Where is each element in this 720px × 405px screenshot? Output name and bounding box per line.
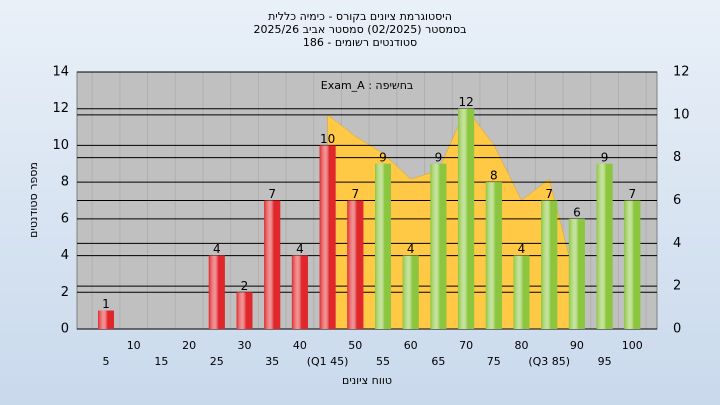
y-tick-label: 10	[52, 138, 69, 153]
chart-title: היסטוגרמת ציונים בקורס - כימיה כללית	[268, 10, 452, 23]
x-tick-label: 50	[348, 339, 362, 352]
data-label: 10	[320, 132, 335, 146]
y-tick-label: 0	[61, 322, 69, 337]
data-label: 4	[213, 242, 221, 256]
data-label: 7	[351, 187, 359, 201]
data-label: 7	[628, 187, 636, 201]
y2-tick-label: 0	[673, 322, 681, 337]
bar	[264, 200, 281, 329]
x-tick-label: 35	[265, 355, 279, 368]
bar	[319, 145, 336, 329]
chart-subtitle: סטודנטים רשומים - 186	[303, 36, 417, 49]
y2-tick-label: 4	[673, 236, 681, 251]
data-label: 4	[407, 242, 415, 256]
bar	[402, 255, 419, 329]
x-tick-label: 75	[487, 355, 501, 368]
bar	[375, 163, 391, 329]
x-tick-label: 70	[459, 339, 473, 352]
bar	[347, 200, 364, 329]
x-tick-label: 5	[103, 355, 110, 368]
x-tick-label: 65	[431, 355, 445, 368]
y-tick-label: 14	[52, 65, 69, 80]
data-label: 8	[490, 169, 498, 183]
bar	[98, 310, 114, 329]
x-tick-label: 60	[404, 339, 418, 352]
bar	[568, 218, 585, 329]
data-label: 7	[268, 187, 276, 201]
x-tick-label: 25	[210, 355, 224, 368]
data-label: 7	[545, 187, 553, 201]
data-label: 9	[435, 150, 443, 164]
y-axis-title: מספר סטודנטים	[27, 162, 40, 238]
data-label: 6	[573, 205, 581, 219]
x-tick-label: 30	[238, 339, 252, 352]
data-label: 9	[379, 150, 387, 164]
data-label: 2	[241, 279, 249, 293]
y-tick-label: 6	[61, 211, 69, 226]
x-tick-label: 15	[154, 355, 168, 368]
y-tick-label: 12	[52, 101, 69, 116]
bar	[485, 182, 502, 329]
chart-subtitle: בסמסטר (02/2025) סמסטר אביב 2025/26	[253, 23, 466, 36]
bar	[291, 255, 308, 329]
x-tick-label: 55	[376, 355, 390, 368]
x-tick-label: 80	[515, 339, 529, 352]
y2-tick-label: 10	[673, 107, 690, 122]
x-tick-label: 10	[127, 339, 141, 352]
x-tick-label: 20	[182, 339, 196, 352]
data-label: 4	[296, 242, 304, 256]
y-tick-label: 4	[61, 248, 69, 263]
x-tick-label: 95	[598, 355, 612, 368]
y2-tick-label: 6	[673, 193, 681, 208]
x-tick-label: 100	[622, 339, 643, 352]
bar	[541, 200, 558, 329]
y2-tick-label: 2	[673, 279, 681, 294]
y2-tick-label: 12	[673, 65, 690, 80]
y2-tick-label: 8	[673, 150, 681, 165]
data-label: 12	[458, 95, 473, 109]
bar	[624, 200, 641, 329]
bar	[513, 255, 530, 329]
y-tick-label: 8	[61, 175, 69, 190]
annotation: Exam_A : בחשיפה	[321, 79, 414, 92]
bar	[430, 163, 447, 329]
bar	[458, 108, 475, 329]
data-label: 9	[601, 150, 609, 164]
bar	[596, 163, 613, 329]
x-tick-label: 40	[293, 339, 307, 352]
x-tick-label: (Q3 85)	[528, 355, 570, 368]
x-tick-label: 90	[570, 339, 584, 352]
data-label: 1	[102, 297, 110, 311]
bar	[208, 255, 225, 329]
bar	[236, 292, 253, 329]
y-tick-label: 2	[61, 285, 69, 300]
x-axis-title: טווח ציונים	[342, 374, 392, 387]
data-label: 4	[518, 242, 526, 256]
x-tick-label: (Q1 45)	[307, 355, 349, 368]
